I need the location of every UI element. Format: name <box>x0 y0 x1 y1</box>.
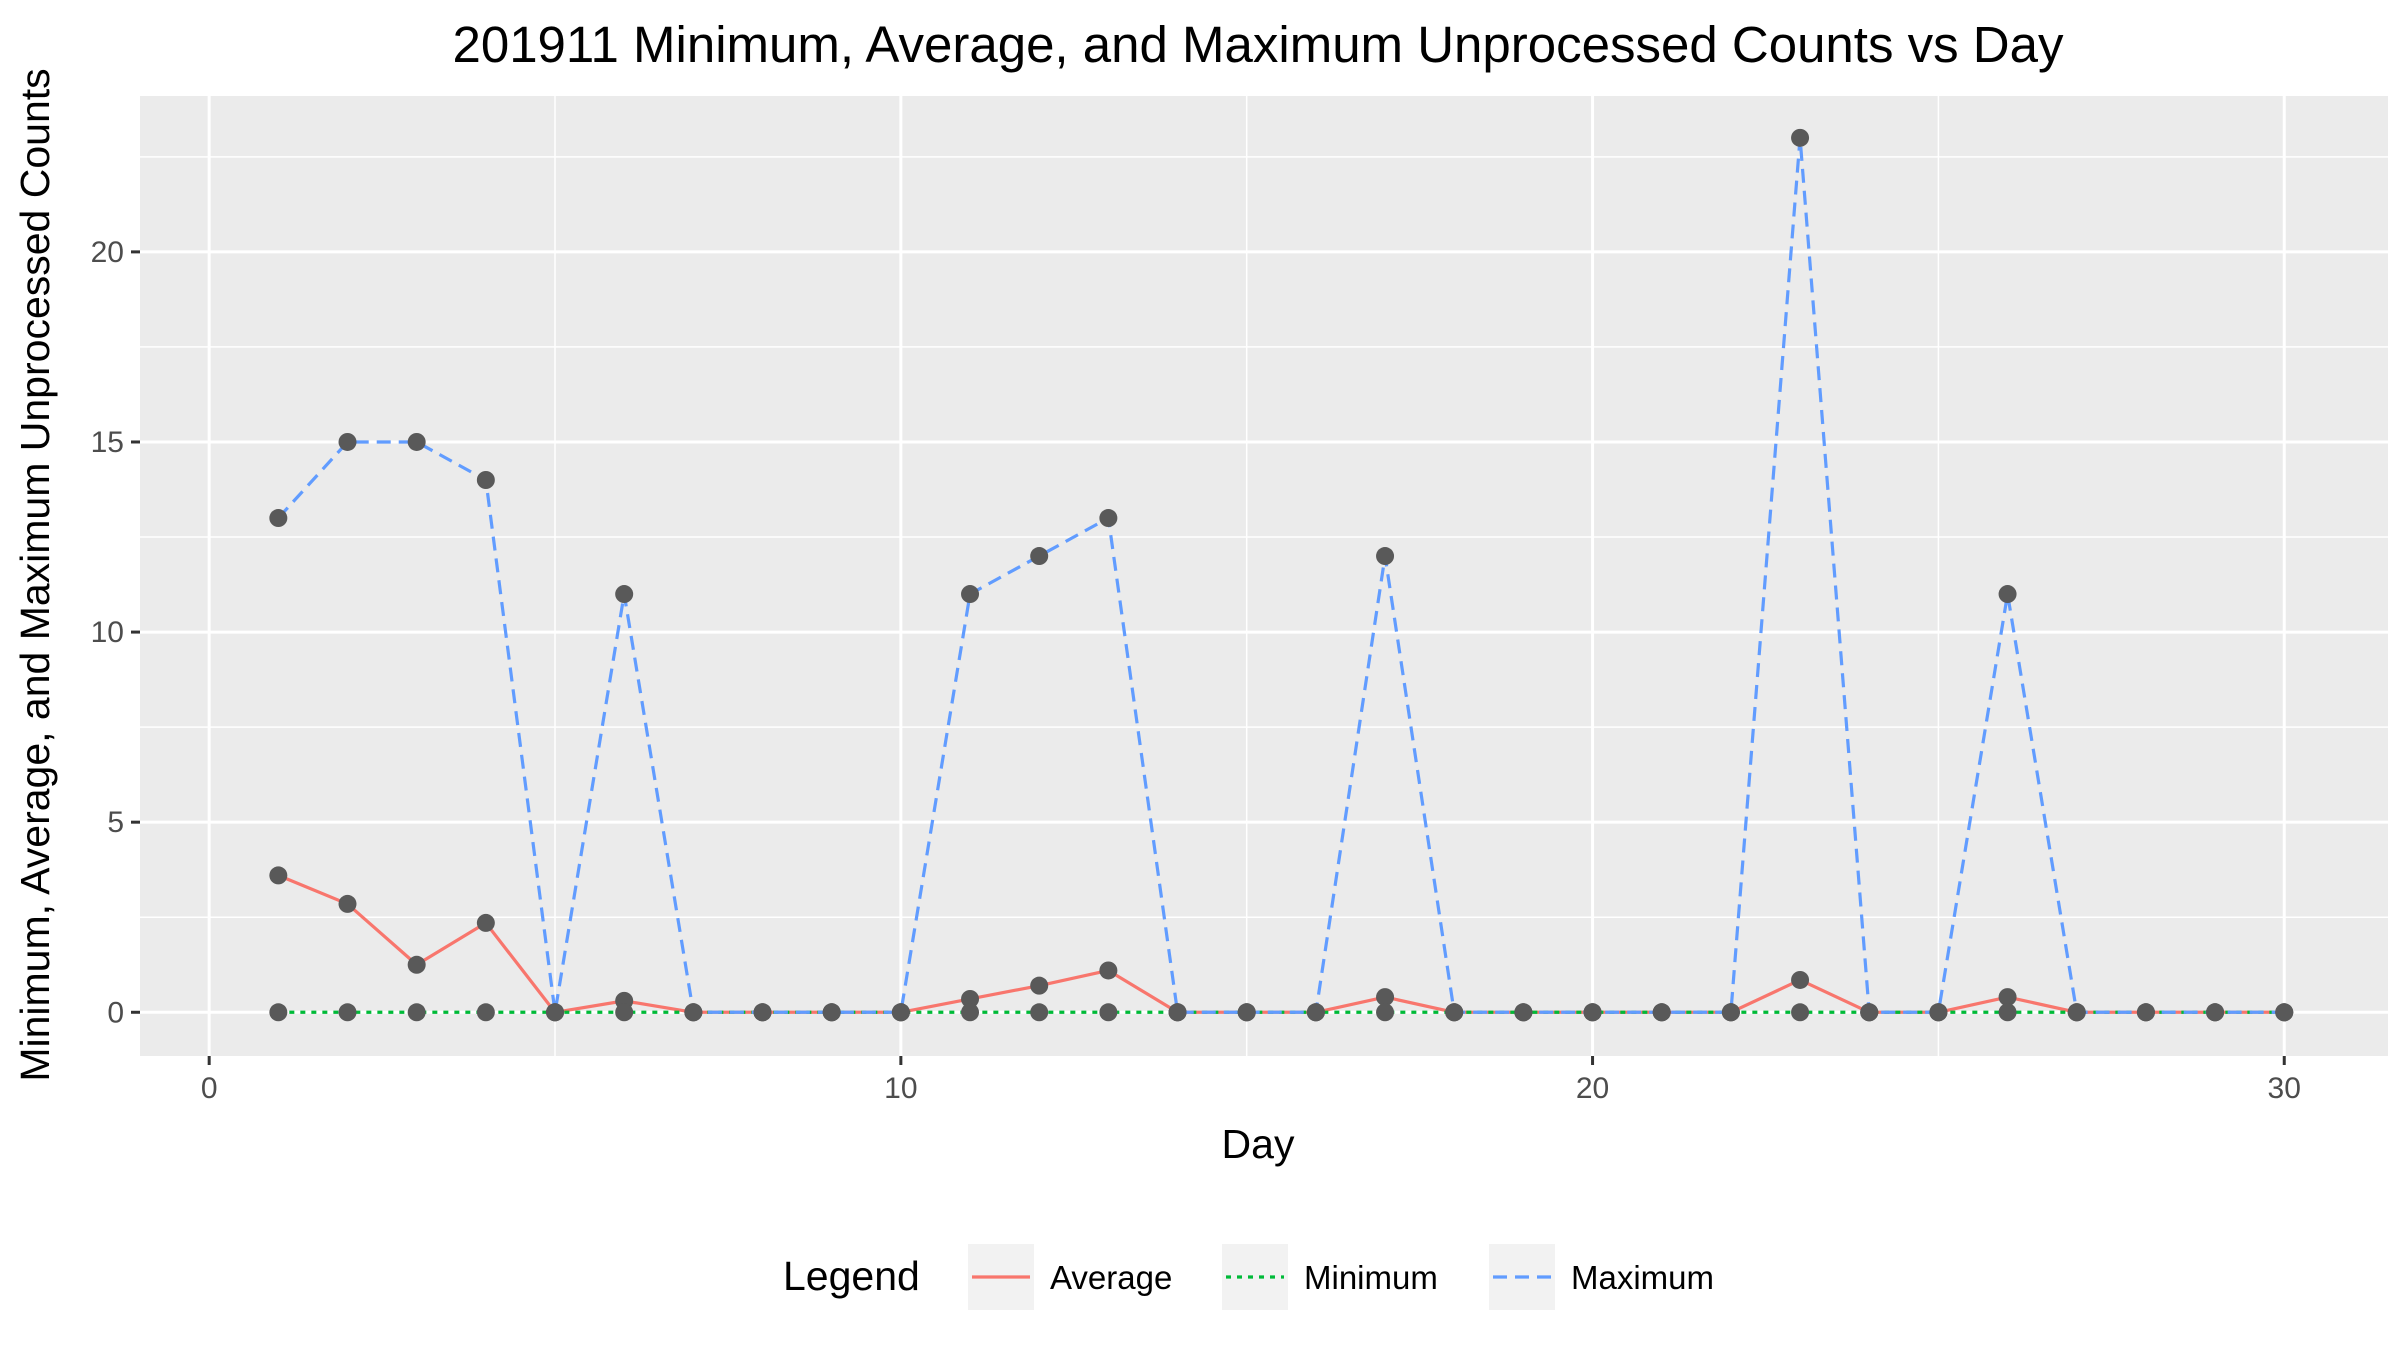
point-maximum <box>1514 1003 1533 1022</box>
point-average <box>1998 988 2017 1007</box>
point-average <box>407 955 426 974</box>
point-maximum <box>684 1003 703 1022</box>
y-tick-label: 20 <box>91 236 124 269</box>
point-average <box>1099 961 1118 980</box>
point-maximum <box>1860 1003 1879 1022</box>
point-maximum <box>1376 547 1395 566</box>
point-minimum <box>1030 1003 1049 1022</box>
point-maximum <box>822 1003 841 1022</box>
y-tick-label: 5 <box>107 806 124 839</box>
point-average <box>1376 988 1395 1007</box>
point-maximum <box>546 1003 565 1022</box>
point-maximum <box>2275 1003 2294 1022</box>
data-points <box>269 128 2294 1022</box>
point-average <box>338 894 357 913</box>
series-lines <box>277 136 2285 1014</box>
point-maximum <box>2067 1003 2086 1022</box>
x-tick-label: 10 <box>884 1072 917 1105</box>
y-tick-label: 10 <box>91 616 124 649</box>
point-average <box>1791 970 1810 989</box>
point-maximum <box>407 432 426 451</box>
point-average <box>1030 976 1049 995</box>
point-maximum <box>1237 1003 1256 1022</box>
y-axis-ticks: 0 5 10 15 20 <box>91 236 140 1029</box>
point-maximum <box>269 509 288 528</box>
point-minimum <box>269 1003 288 1022</box>
point-maximum <box>1583 1003 1602 1022</box>
point-maximum <box>753 1003 772 1022</box>
point-maximum <box>1652 1003 1671 1022</box>
legend-label-maximum: Maximum <box>1571 1259 1714 1296</box>
point-maximum <box>2206 1003 2225 1022</box>
x-axis-ticks: 0 10 20 30 <box>201 1056 2301 1105</box>
chart-title: 201911 Minimum, Average, and Maximum Unp… <box>452 16 2064 73</box>
point-maximum <box>476 471 495 489</box>
y-tick-label: 0 <box>107 996 124 1029</box>
point-average <box>269 866 288 885</box>
point-maximum <box>1099 509 1118 528</box>
minor-grid <box>140 96 2388 1056</box>
point-maximum <box>1929 1003 1948 1022</box>
point-maximum <box>615 585 634 604</box>
legend-title: Legend <box>783 1253 920 1299</box>
legend-key-minimum <box>1222 1244 1288 1310</box>
point-average <box>961 989 980 1008</box>
legend-label-minimum: Minimum <box>1304 1259 1438 1296</box>
y-axis-title: Minimum, Average, and Maximum Unprocesse… <box>12 68 58 1081</box>
legend-label-average: Average <box>1050 1259 1172 1296</box>
x-tick-label: 20 <box>1576 1072 1609 1105</box>
point-minimum <box>615 1003 634 1022</box>
point-minimum <box>1099 1003 1118 1022</box>
point-maximum <box>1791 128 1810 147</box>
point-maximum <box>1306 1003 1325 1022</box>
x-axis-title: Day <box>1222 1121 1295 1167</box>
point-minimum <box>1791 1003 1810 1022</box>
point-minimum <box>1376 1003 1395 1022</box>
point-minimum <box>476 1003 495 1022</box>
point-minimum <box>1998 1003 2017 1022</box>
point-minimum <box>407 1003 426 1022</box>
point-maximum <box>1168 1003 1187 1022</box>
legend: Legend Average Minimum Maximum <box>783 1244 1714 1310</box>
point-maximum <box>961 585 980 604</box>
point-maximum <box>1030 547 1049 566</box>
series-line-maximum <box>277 136 2285 1014</box>
point-maximum <box>1445 1003 1464 1022</box>
point-minimum <box>961 1003 980 1022</box>
point-minimum <box>338 1003 357 1022</box>
plot-panel <box>140 96 2388 1056</box>
point-maximum <box>2136 1003 2155 1022</box>
point-maximum <box>338 432 357 451</box>
x-tick-label: 0 <box>201 1072 218 1105</box>
y-tick-label: 15 <box>91 426 124 459</box>
point-average <box>476 913 495 932</box>
point-maximum <box>891 1003 910 1022</box>
x-tick-label: 30 <box>2268 1072 2301 1105</box>
point-maximum <box>1998 585 2017 604</box>
point-maximum <box>1721 1003 1740 1022</box>
